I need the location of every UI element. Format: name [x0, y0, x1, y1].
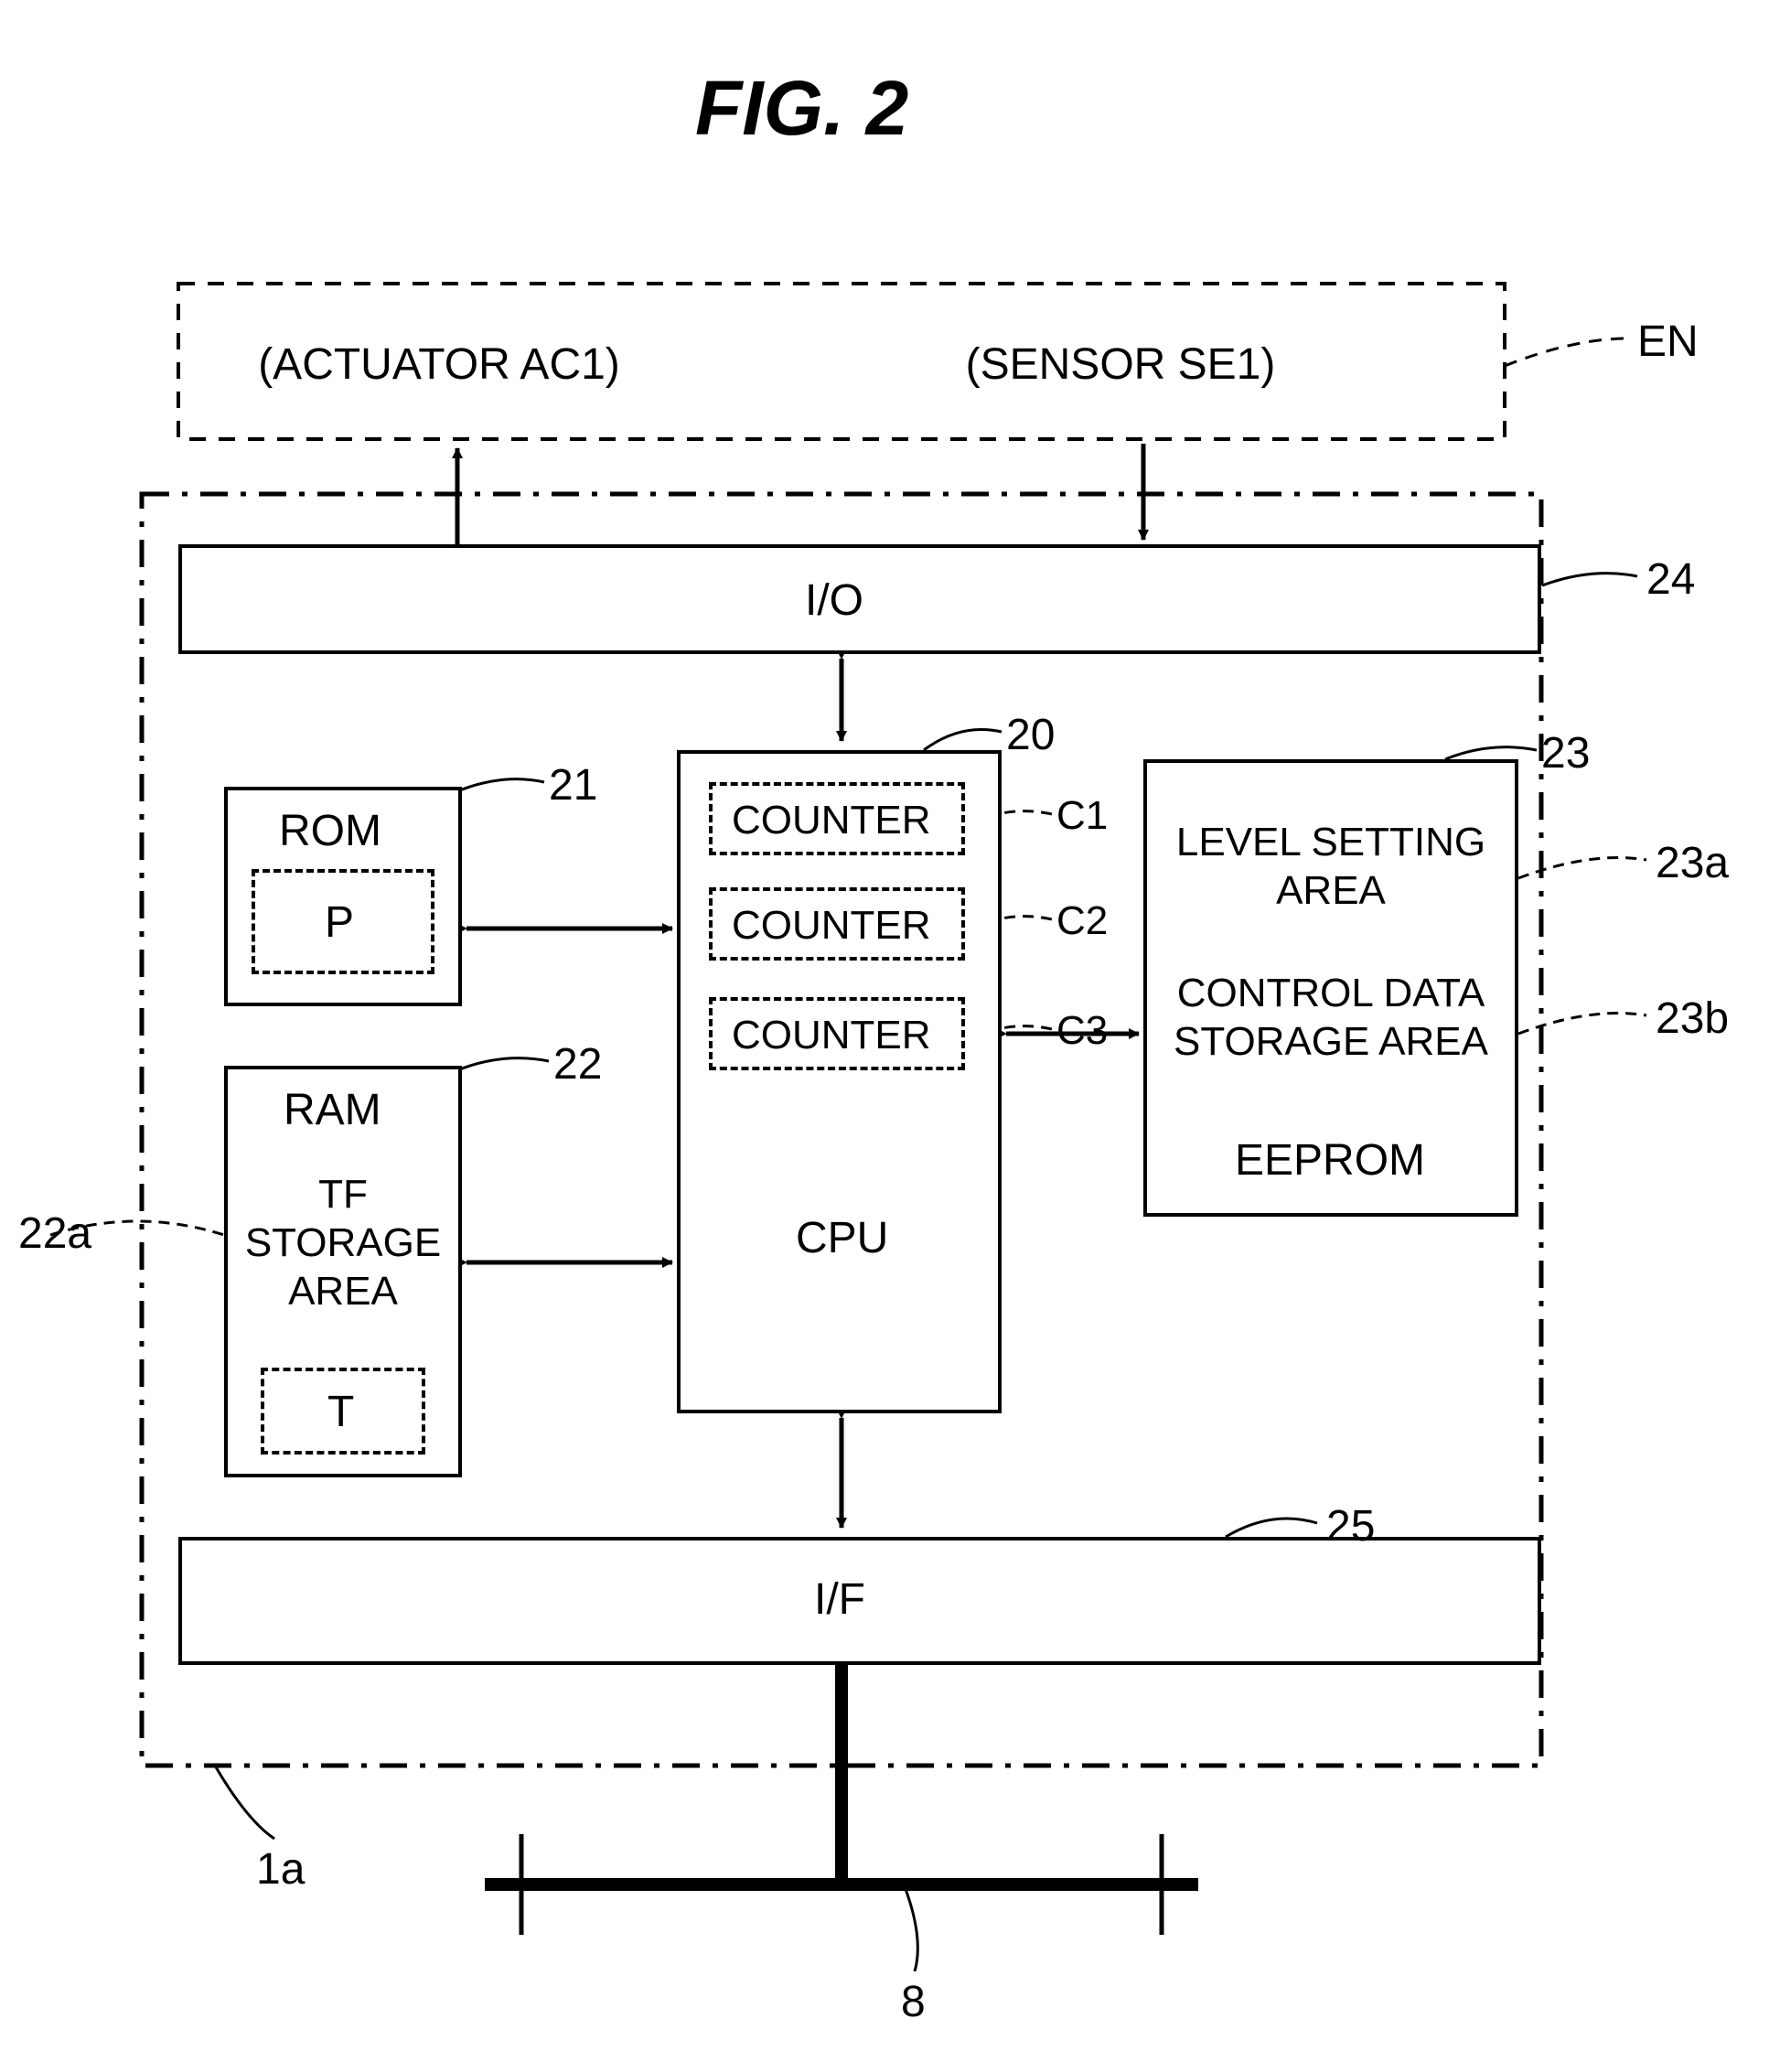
diagram-canvas: FIG. 2	[0, 0, 1769, 2072]
sensor-label: (SENSOR SE1)	[928, 338, 1313, 392]
c1-text: C1	[1056, 792, 1108, 841]
c2-text: C2	[1056, 897, 1108, 946]
ref-23a: 23a	[1656, 837, 1729, 890]
ref8-leader	[906, 1889, 917, 1971]
ref-25: 25	[1326, 1500, 1375, 1553]
ref23-leader	[1445, 747, 1537, 759]
ref-22: 22	[553, 1038, 602, 1091]
ram-tf-text: TF STORAGE AREA	[233, 1171, 453, 1315]
ref21-leader	[457, 779, 544, 791]
counter3-text: COUNTER	[732, 1012, 931, 1060]
ref25-leader	[1226, 1519, 1317, 1537]
ram-text: RAM	[284, 1084, 381, 1137]
ref-23b: 23b	[1656, 993, 1729, 1046]
actuator-label: (ACTUATOR AC1)	[238, 338, 640, 392]
eeprom-level-text: LEVEL SETTING AREA	[1166, 819, 1496, 916]
ref24-leader	[1542, 574, 1637, 585]
en-ref-label: EN	[1637, 316, 1699, 369]
eeprom-text: EEPROM	[1235, 1134, 1425, 1187]
eeprom-ctrl-text: CONTROL DATA STORAGE AREA	[1166, 970, 1496, 1067]
rom-text: ROM	[279, 805, 381, 858]
ref-1a: 1a	[256, 1843, 305, 1896]
ref1a-leader	[215, 1766, 274, 1839]
ref-21: 21	[549, 759, 597, 812]
ref-20: 20	[1006, 709, 1055, 762]
ref20-leader	[924, 730, 1002, 751]
en-leader	[1505, 338, 1628, 366]
ram-t-text: T	[327, 1386, 354, 1439]
ref-24: 24	[1646, 553, 1695, 607]
ref23a-leader	[1518, 858, 1646, 879]
cpu-text: CPU	[796, 1212, 888, 1265]
io-text: I/O	[805, 574, 863, 628]
counter1-text: COUNTER	[732, 797, 931, 845]
rom-p-text: P	[325, 896, 354, 950]
ref-23: 23	[1541, 727, 1590, 780]
ref-22a: 22a	[18, 1208, 91, 1261]
ref-8: 8	[901, 1976, 926, 2029]
counter2-text: COUNTER	[732, 902, 931, 950]
if-text: I/F	[814, 1573, 865, 1626]
c3-text: C3	[1056, 1007, 1108, 1056]
ref22-leader	[457, 1058, 549, 1070]
ref23b-leader	[1518, 1014, 1646, 1035]
